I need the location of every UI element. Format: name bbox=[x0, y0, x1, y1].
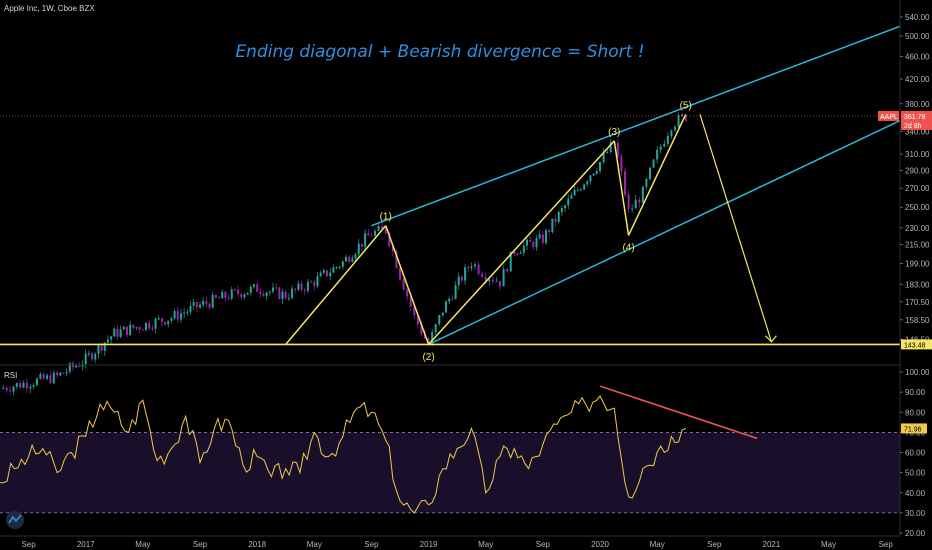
wave-label-2: (2) bbox=[422, 352, 434, 363]
channel-lines bbox=[371, 25, 901, 346]
wave-lines bbox=[285, 114, 777, 345]
support-price-tag bbox=[901, 339, 932, 350]
tradingview-logo-icon[interactable] bbox=[6, 511, 24, 529]
time-tick-label: 2020 bbox=[591, 540, 609, 549]
last-price-value: 361.78 bbox=[904, 114, 926, 121]
symbol-title: Apple Inc, 1W, Cboe BZX bbox=[4, 4, 95, 13]
projection-line bbox=[699, 114, 773, 342]
rsi-line bbox=[0, 395, 686, 514]
wave-labels: (1) (2) (3) (4) (5) bbox=[380, 100, 692, 363]
last-price-tag bbox=[901, 110, 932, 130]
rsi-value: 71.96 bbox=[904, 426, 922, 433]
rsi-value-tag bbox=[901, 423, 927, 434]
time-tick-label: 2017 bbox=[77, 540, 95, 549]
rsi-band bbox=[0, 432, 900, 513]
time-tick-label: Sep bbox=[707, 540, 722, 549]
last-price-symbol: AAPL bbox=[880, 114, 898, 121]
time-tick-label: May bbox=[821, 540, 836, 549]
time-tick-label: Sep bbox=[193, 540, 208, 549]
time-tick-label: 2021 bbox=[763, 540, 781, 549]
rsi-tick-label: 80.00 bbox=[905, 408, 926, 417]
bar-countdown: 2d 8h bbox=[904, 123, 922, 130]
time-tick-label: 2019 bbox=[420, 540, 438, 549]
price-tick-label: 199.00 bbox=[905, 260, 930, 269]
channel-line-1 bbox=[371, 25, 901, 227]
price-tick-label: 230.00 bbox=[905, 224, 930, 233]
wave-line-3 bbox=[428, 140, 615, 345]
last-price-symbol-tag bbox=[878, 110, 899, 121]
wave-line-1 bbox=[285, 225, 387, 345]
candle-body bbox=[141, 329, 144, 331]
price-tick-label: 540.00 bbox=[905, 13, 930, 22]
candle-body bbox=[370, 235, 373, 237]
time-tick-label: Sep bbox=[536, 540, 551, 549]
time-tick-label: Sep bbox=[879, 540, 894, 549]
channel-line-2 bbox=[428, 119, 901, 346]
price-tick-label: 310.00 bbox=[905, 150, 930, 159]
chart-title: Ending diagonal + Bearish divergence = S… bbox=[235, 42, 644, 62]
support-price-value: 143.48 bbox=[904, 342, 926, 349]
price-tick-label: 500.00 bbox=[905, 32, 930, 41]
price-tick-label: 460.00 bbox=[905, 53, 930, 62]
time-tick-label: May bbox=[135, 540, 150, 549]
price-tick-label: 170.50 bbox=[905, 298, 930, 307]
price-candles bbox=[2, 112, 687, 396]
price-tick-label: 183.00 bbox=[905, 280, 930, 289]
rsi-tick-label: 30.00 bbox=[905, 509, 926, 518]
rsi-tick-label: 20.00 bbox=[905, 529, 926, 538]
price-tick-label: 420.00 bbox=[905, 75, 930, 84]
time-tick-label: 2018 bbox=[248, 540, 266, 549]
price-tick-label: 380.00 bbox=[905, 100, 930, 109]
rsi-tick-label: 100.00 bbox=[905, 368, 930, 377]
price-tick-label: 340.00 bbox=[905, 127, 930, 136]
time-tick-label: May bbox=[478, 540, 493, 549]
price-tick-label: 270.00 bbox=[905, 184, 930, 193]
time-tick-label: May bbox=[650, 540, 665, 549]
divergence-line bbox=[599, 385, 758, 440]
time-axis[interactable]: Sep 2017 May Sep 2018 May Sep 2019 May Sep 2020 May… bbox=[21, 540, 893, 549]
price-tick-label: 250.00 bbox=[905, 203, 930, 212]
time-tick-label: May bbox=[307, 540, 322, 549]
time-tick-label: Sep bbox=[364, 540, 379, 549]
rsi-tick-label: 60.00 bbox=[905, 449, 926, 458]
wave-line-5 bbox=[627, 114, 687, 236]
rsi-tick-label: 90.00 bbox=[905, 388, 926, 397]
wave-label-4: (4) bbox=[622, 242, 634, 253]
price-tick-label: 158.50 bbox=[905, 316, 930, 325]
rsi-tick-label: 50.00 bbox=[905, 469, 926, 478]
rsi-title: RSI bbox=[4, 371, 17, 380]
projection-arrowhead bbox=[765, 335, 777, 343]
wave-label-3: (3) bbox=[608, 127, 620, 138]
price-tick-label: 290.00 bbox=[905, 167, 930, 176]
time-tick-label: Sep bbox=[21, 540, 36, 549]
wave-label-5: (5) bbox=[680, 100, 692, 111]
rsi-tick-label: 40.00 bbox=[905, 489, 926, 498]
wave-line-2 bbox=[385, 225, 430, 345]
wave-line-4 bbox=[613, 140, 630, 236]
wave-label-1: (1) bbox=[380, 212, 392, 223]
rsi-series bbox=[0, 395, 686, 514]
price-tick-label: 215.00 bbox=[905, 240, 930, 249]
